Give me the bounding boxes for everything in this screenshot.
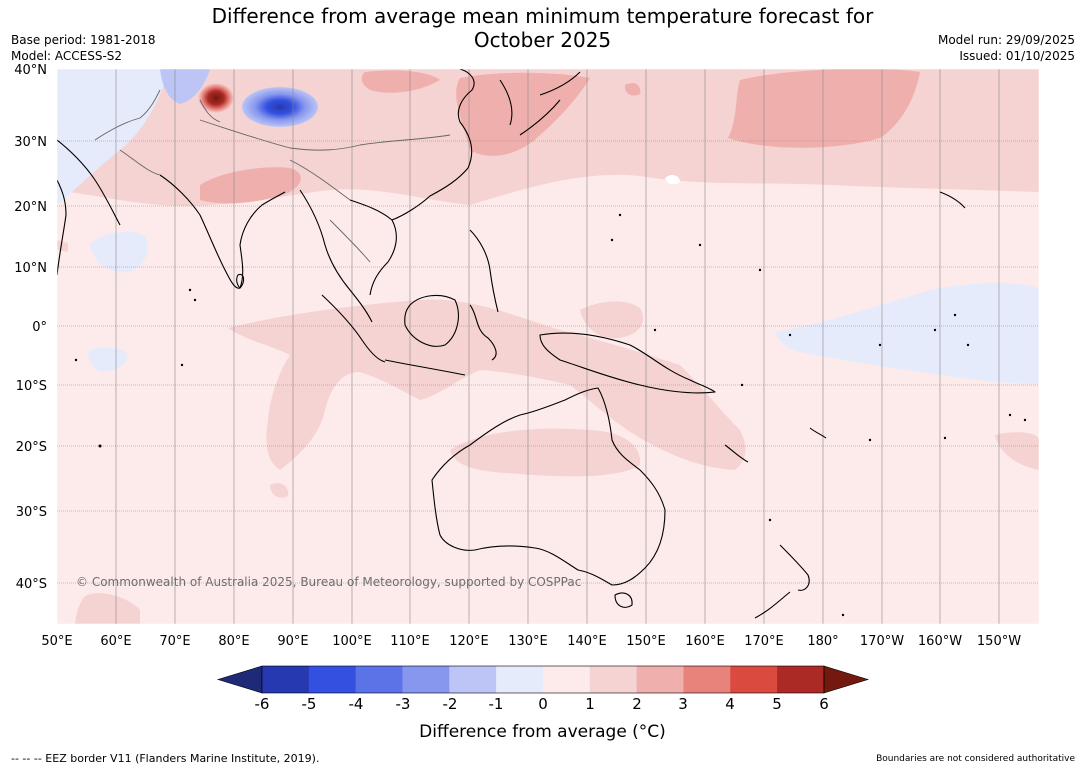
meta-left: Base period: 1981-2018 Model: ACCESS-S2 [11, 32, 156, 64]
colorbar-extend-high [823, 665, 870, 694]
anomaly-region-east-asia [456, 72, 590, 156]
colorbar-tick: -3 [396, 695, 411, 713]
coastlines [57, 69, 966, 619]
anomaly-region-nw-cool2 [160, 69, 210, 104]
colorbar-segment [777, 666, 825, 693]
lat-label: 20°N [14, 200, 47, 215]
colorbar-tick: -4 [349, 695, 364, 713]
colorbar [216, 665, 870, 694]
lon-label: 90°E [277, 634, 308, 649]
colorbar-segment [402, 666, 450, 693]
lon-label: 150°W [977, 634, 1021, 649]
issued-date: Issued: 01/10/2025 [959, 49, 1075, 63]
colorbar-tick: 4 [725, 695, 735, 713]
anomaly-region-nw-cool [57, 69, 170, 205]
colorbar-label: Difference from average (°C) [419, 722, 666, 742]
lon-label: 110°E [390, 634, 430, 649]
longitude-labels: 50°E 60°E 70°E 80°E 90°E 100°E 110°E 120… [41, 634, 1021, 649]
lat-label: 40°S [16, 577, 47, 592]
colorbar-segment [262, 666, 310, 693]
colorbar-tick: 1 [585, 695, 595, 713]
colorbar-segment [496, 666, 544, 693]
colorbar-segment [683, 666, 731, 693]
lat-label: 10°S [16, 379, 47, 394]
lat-label: 30°N [14, 135, 47, 150]
lat-label: 0° [32, 320, 47, 335]
title-line-2: October 2025 [473, 28, 612, 52]
colorbar-segment [589, 666, 638, 693]
meta-right: Model run: 29/09/2025 Issued: 01/10/2025 [938, 32, 1075, 64]
lon-label: 70°E [159, 634, 190, 649]
colorbar-tick: -6 [255, 695, 270, 713]
colorbar-frame [261, 665, 825, 694]
base-period: Base period: 1981-2018 [11, 33, 156, 47]
lon-label: 160°W [918, 634, 962, 649]
copyright-notice: © Commonwealth of Australia 2025, Bureau… [76, 575, 581, 589]
colorbar-tick: -1 [489, 695, 504, 713]
colorbar-extend-low [216, 665, 263, 694]
lon-label: 170°W [860, 634, 904, 649]
colorbar-segment [308, 666, 357, 693]
anomaly-region-npac [728, 69, 920, 148]
country-borders [94, 89, 451, 263]
anomaly-region-pacific-cool [775, 283, 1039, 384]
colorbar-segment [449, 666, 497, 693]
colorbar-segment [636, 666, 684, 693]
lon-label: 80°E [218, 634, 249, 649]
lon-label: 150°E [626, 634, 666, 649]
model-run: Model run: 29/09/2025 [937, 33, 1075, 47]
colorbar-segment [542, 666, 591, 693]
lat-label: 30°S [16, 505, 47, 520]
anomaly-region-australia [450, 428, 641, 477]
colorbar-tick: 3 [678, 695, 688, 713]
lat-label: 20°S [16, 440, 47, 455]
colorbar-tick: 2 [632, 695, 642, 713]
lon-label: 100°E [332, 634, 372, 649]
boundaries-disclaimer: Boundaries are not considered authoritat… [876, 754, 1075, 764]
chart-title: Difference from average mean minimum tem… [0, 4, 1085, 52]
model-name: Model: ACCESS-S2 [11, 49, 123, 63]
map-frame [56, 68, 1040, 625]
anomaly-region-arabian-sea-cool [90, 231, 148, 273]
eez-legend: -- -- -- EEZ border V11 (Flanders Marine… [11, 752, 320, 765]
lon-label: 60°E [100, 634, 131, 649]
colorbar-tick: 5 [772, 695, 782, 713]
lat-label: 40°N [14, 63, 47, 78]
anomaly-region-maritime [228, 299, 746, 470]
title-line-1: Difference from average mean minimum tem… [211, 4, 874, 28]
colorbar-tick: -2 [443, 695, 458, 713]
colorbar-tick: 0 [538, 695, 548, 713]
map-gridlines [57, 69, 1039, 624]
colorbar-tick: -5 [302, 695, 317, 713]
lon-label: 160°E [685, 634, 725, 649]
colorbar-ticks: -6 -5 -4 -3 -2 -1 0 1 2 3 4 5 6 [255, 695, 829, 713]
anomaly-region-india-north [200, 167, 301, 204]
anomaly-region-tibet-east [361, 70, 440, 93]
lat-label: 10°N [14, 261, 47, 276]
latitude-labels: 40°N 30°N 20°N 10°N 0° 10°S 20°S 30°S 40… [14, 63, 47, 592]
lon-label: 180° [807, 634, 838, 649]
anomaly-hot-spot [198, 83, 234, 113]
lon-label: 130°E [508, 634, 548, 649]
anomaly-cold-spot [242, 87, 318, 127]
lon-label: 50°E [41, 634, 72, 649]
colorbar-segment [730, 666, 778, 693]
lon-label: 140°E [567, 634, 607, 649]
lon-label: 120°E [449, 634, 489, 649]
small-islands [74, 213, 1027, 617]
colorbar-segment [355, 666, 403, 693]
colorbar-tick: 6 [819, 695, 829, 713]
lon-label: 170°E [744, 634, 784, 649]
